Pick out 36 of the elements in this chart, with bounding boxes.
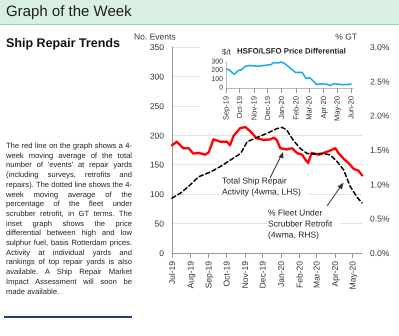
x-tick-label: Aug-19 xyxy=(185,260,196,288)
y2-axis-title: % GT xyxy=(335,32,358,42)
line-series xyxy=(225,61,352,86)
y-axis-title: $/t xyxy=(222,48,232,56)
x-tick-label: Oct-19 xyxy=(221,260,232,287)
y2-tick-label: 0.0% xyxy=(370,248,390,258)
x-tick-label: Nov-19 xyxy=(240,260,250,288)
x-tick-label: Mar-20 xyxy=(311,260,322,288)
y-tick-label: 200 xyxy=(150,130,164,140)
x-tick-label: Apr-20 xyxy=(330,260,340,287)
y-tick-label: 0 xyxy=(159,248,164,258)
y-tick-label: 250 xyxy=(150,100,164,111)
y2-tick-label: 0.5% xyxy=(370,214,390,224)
text: Graph of the Week xyxy=(6,3,132,20)
x-tick-label: May-20 xyxy=(348,260,358,290)
x-tick-label: Jul-19 xyxy=(167,260,177,284)
y2-tick-label: 2.0% xyxy=(370,110,390,121)
y-tick-label: 150 xyxy=(150,160,164,170)
line-series xyxy=(170,126,364,177)
x-tick-label: Sep-19 xyxy=(204,260,214,288)
y2-tick-label: 3.0% xyxy=(370,42,390,52)
x-tick-label: Feb-20 xyxy=(294,260,304,288)
text: Ship Repair Trends xyxy=(6,36,120,50)
y-tick-label: 50 xyxy=(154,218,164,229)
y2-tick-label: 1.5% xyxy=(370,145,390,155)
series-label: Total Ship Repair Activity (4wma, LHS) xyxy=(222,176,302,196)
y-tick-label: 300 xyxy=(150,71,164,82)
y2-tick-label: 1.0% xyxy=(370,179,390,190)
text: % Fleet Under Scrubber Retrofit (4wma, RHS) xyxy=(268,208,335,240)
y2-tick-label: 2.5% xyxy=(370,76,390,86)
y-tick-label: 350 xyxy=(150,42,164,52)
x-tick-label: Dec-19 xyxy=(258,260,268,288)
x-tick-label: Jan-20 xyxy=(276,260,286,287)
line-series xyxy=(171,126,363,204)
y-axis-title: No. Events xyxy=(134,32,176,42)
y-tick-label: 100 xyxy=(150,189,164,200)
